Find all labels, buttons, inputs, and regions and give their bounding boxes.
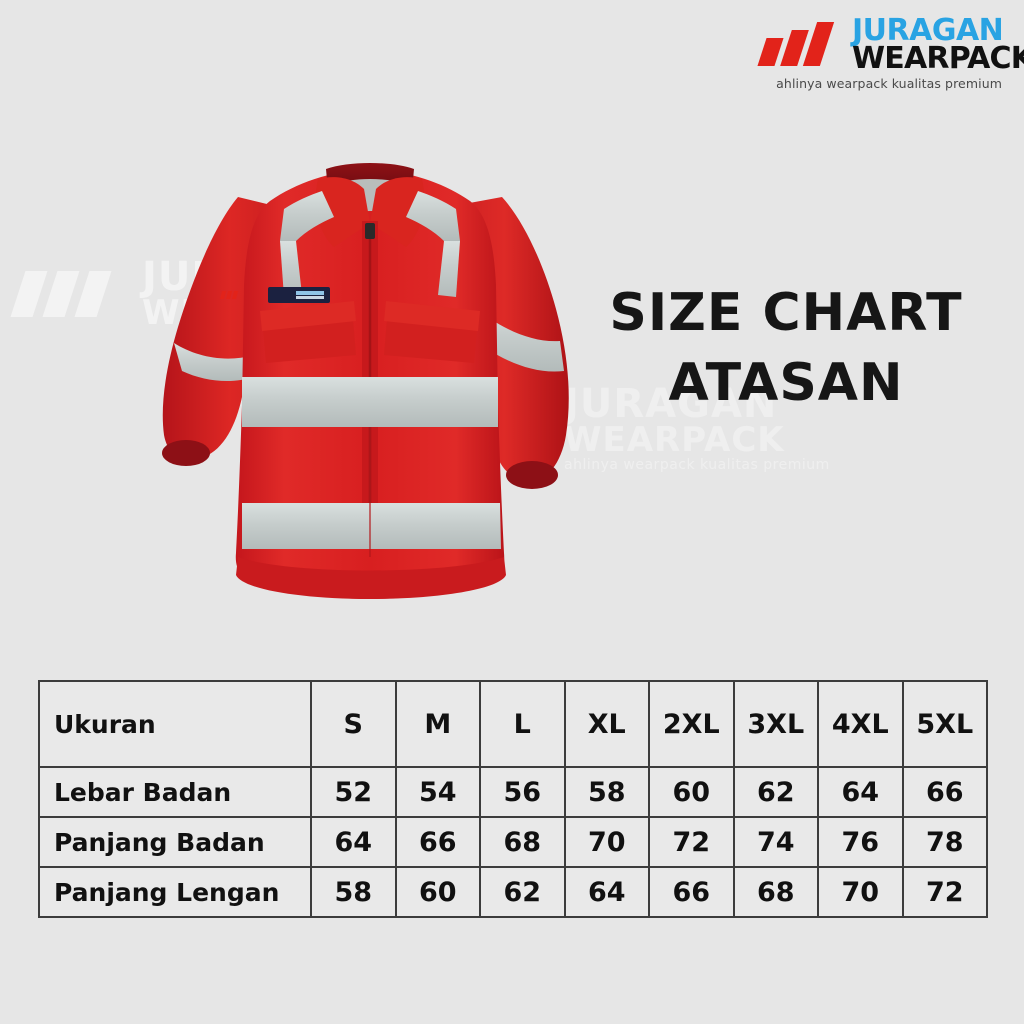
cell-panjang-badan-4xl: 76	[817, 816, 904, 868]
cell-lebar-badan-3xl: 62	[732, 766, 819, 818]
cell-panjang-lengan-l: 62	[479, 866, 566, 918]
cell-lebar-badan-4xl: 64	[817, 766, 904, 818]
cell-lebar-badan-s: 52	[310, 766, 397, 818]
page-title-line2: ATASAN	[668, 353, 904, 414]
cell-lebar-badan-xl: 58	[563, 766, 650, 818]
table-row: Panjang Lengan 58 60 62 64 66 68 70 72	[38, 866, 988, 918]
table-row: Panjang Badan 64 66 68 70 72 74 76 78	[38, 816, 988, 868]
cell-lebar-badan-5xl: 66	[901, 766, 988, 818]
cell-panjang-lengan-xl: 64	[563, 866, 650, 918]
page-title: SIZE CHART ATASAN	[588, 278, 984, 418]
cell-panjang-badan-l: 68	[479, 816, 566, 868]
table-row: Lebar Badan 52 54 56 58 60 62 64 66	[38, 766, 988, 818]
cell-panjang-badan-s: 64	[310, 816, 397, 868]
cell-panjang-lengan-2xl: 66	[648, 866, 735, 918]
chest-pocket-left-flap	[260, 301, 356, 331]
left-cuff	[162, 440, 210, 466]
shoulder-stripe-right-lower	[438, 241, 460, 297]
table-header-2xl: 2XL	[648, 680, 735, 768]
waist-reflective-band-upper	[242, 377, 498, 427]
product-photo-wearpack-jacket	[120, 105, 620, 635]
cell-lebar-badan-l: 56	[479, 766, 566, 818]
table-header-3xl: 3XL	[732, 680, 819, 768]
wearpack-illustration	[162, 163, 569, 599]
table-header-4xl: 4XL	[817, 680, 904, 768]
shoulder-stripe-left	[280, 191, 334, 241]
brand-name-juragan: JURAGAN	[852, 13, 1004, 48]
shoulder-stripe-left-lower	[280, 241, 302, 297]
cell-panjang-badan-2xl: 72	[648, 816, 735, 868]
cell-panjang-badan-5xl: 78	[901, 816, 988, 868]
table-header-5xl: 5XL	[901, 680, 988, 768]
cell-panjang-badan-m: 66	[394, 816, 481, 868]
cell-lebar-badan-m: 54	[394, 766, 481, 818]
cell-lebar-badan-2xl: 60	[648, 766, 735, 818]
cell-panjang-badan-xl: 70	[563, 816, 650, 868]
zipper-pull-icon	[365, 223, 375, 239]
shoulder-stripe-right	[406, 191, 460, 241]
chest-label-badge-icon	[220, 287, 330, 303]
right-cuff	[506, 461, 558, 489]
waist-reflective-band-lower	[242, 503, 501, 549]
brand-logo: JURAGAN WEARPACK ahlinya wearpack kualit…	[752, 13, 1024, 96]
brand-tagline: ahlinya wearpack kualitas premium	[776, 76, 1002, 91]
chest-pocket-right-flap	[384, 301, 480, 331]
cell-panjang-lengan-3xl: 68	[732, 866, 819, 918]
table-header-m: M	[394, 680, 481, 768]
table-header-row: Ukuran S M L XL 2XL 3XL 4XL 5XL	[38, 680, 988, 768]
size-chart-table: Ukuran S M L XL 2XL 3XL 4XL 5XL Lebar Ba…	[38, 680, 988, 918]
cell-panjang-lengan-4xl: 70	[817, 866, 904, 918]
collar-left	[315, 177, 370, 247]
size-chart-table-wrapper: Ukuran S M L XL 2XL 3XL 4XL 5XL Lebar Ba…	[38, 680, 988, 918]
table-header-l: L	[479, 680, 566, 768]
cell-panjang-badan-3xl: 74	[732, 816, 819, 868]
table-header-xl: XL	[563, 680, 650, 768]
jacket-hem	[236, 557, 506, 599]
cell-panjang-lengan-5xl: 72	[901, 866, 988, 918]
juragan-three-bars-icon	[757, 22, 846, 66]
table-header-s: S	[310, 680, 397, 768]
page-title-line1: SIZE CHART	[609, 283, 963, 343]
cell-panjang-lengan-m: 60	[394, 866, 481, 918]
row-label-panjang-badan: Panjang Badan	[38, 816, 312, 868]
brand-name-wearpack: WEARPACK	[852, 41, 1024, 76]
collar-right	[370, 177, 425, 247]
cell-panjang-lengan-s: 58	[310, 866, 397, 918]
row-label-panjang-lengan: Panjang Lengan	[38, 866, 312, 918]
row-label-lebar-badan: Lebar Badan	[38, 766, 312, 818]
table-header-ukuran: Ukuran	[38, 680, 312, 768]
